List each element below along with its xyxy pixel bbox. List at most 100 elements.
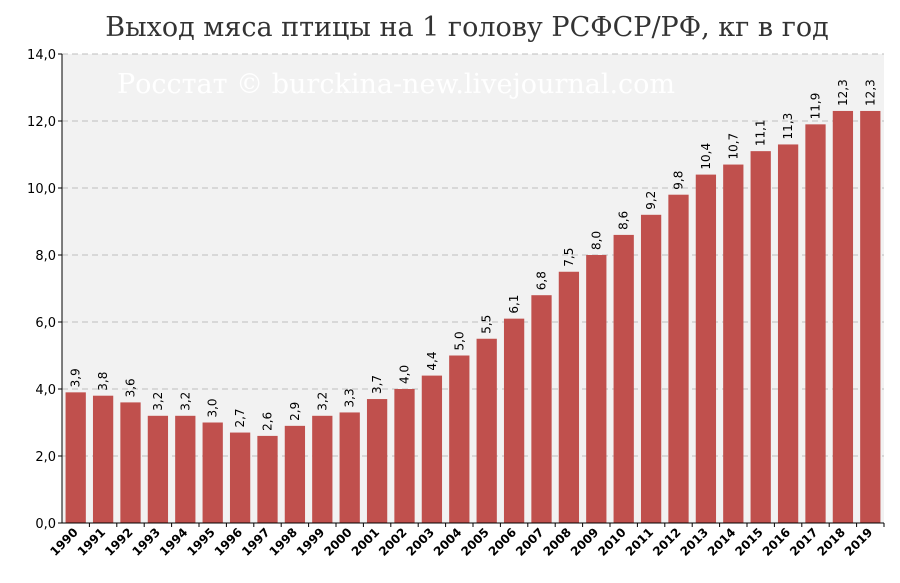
- data-label: 2,6: [261, 412, 275, 431]
- bar: [284, 425, 306, 523]
- bar: [805, 124, 826, 523]
- x-tick-label: 1999: [294, 525, 328, 559]
- bar: [503, 318, 525, 523]
- x-tick-label: 2003: [404, 525, 438, 559]
- grid-lines: [62, 53, 884, 457]
- bar: [92, 395, 114, 523]
- data-labels: 3,9 3,8 3,6 3,2 3,2 3,0 2,7 2,6 2,9 3,2 3,3 3,7 4,0 4…: [69, 79, 878, 431]
- plot-area: [62, 54, 884, 523]
- bar: [394, 389, 415, 523]
- x-tick-label: 2017: [787, 525, 821, 559]
- data-label: 4,4: [425, 352, 439, 371]
- y-tick-label: 8,0: [35, 249, 56, 264]
- data-label: 3,2: [178, 392, 192, 411]
- y-tick-labels: 0,0 2,0 4,0 6,0 8,0 10,0 12,0 14,0: [27, 48, 62, 532]
- x-tick-label: 2000: [321, 525, 355, 559]
- bar: [421, 375, 443, 523]
- x-tick-label: 2016: [760, 525, 794, 559]
- data-label: 11,9: [809, 93, 823, 120]
- data-label: 4,0: [398, 365, 412, 384]
- data-label: 11,1: [754, 119, 768, 146]
- bar: [120, 402, 141, 523]
- x-tick-label: 2001: [349, 525, 383, 559]
- y-tick-label: 6,0: [35, 316, 56, 331]
- bar: [476, 338, 497, 523]
- bar: [229, 432, 251, 523]
- bar: [312, 415, 333, 523]
- data-label: 3,6: [124, 378, 138, 397]
- data-label: 6,1: [507, 295, 521, 314]
- x-tick-label: 1996: [212, 525, 246, 559]
- x-tick-label: 2018: [815, 525, 849, 559]
- data-label: 3,2: [151, 392, 165, 411]
- x-tick-label: 1991: [75, 525, 109, 559]
- bar: [695, 174, 717, 523]
- x-tick-label: 2015: [732, 525, 766, 559]
- data-label: 2,7: [233, 408, 247, 427]
- bar: [668, 194, 689, 523]
- watermark: Росстат © burckina-new.livejournal.com: [117, 69, 675, 100]
- x-tick-label: 2006: [486, 525, 520, 559]
- data-label: 10,7: [726, 133, 740, 160]
- data-label: 3,7: [370, 375, 384, 394]
- data-label: 12,3: [863, 79, 877, 106]
- bar: [586, 255, 607, 523]
- data-label: 10,4: [699, 143, 713, 170]
- data-label: 9,2: [644, 191, 658, 210]
- data-label: 5,5: [480, 315, 494, 334]
- data-label: 8,0: [589, 231, 603, 250]
- data-label: 11,3: [781, 113, 795, 140]
- x-tick-label: 2011: [623, 525, 657, 559]
- data-label: 9,8: [672, 171, 686, 190]
- bar: [339, 412, 360, 523]
- x-tick-label: 2014: [705, 525, 739, 559]
- bar: [832, 110, 854, 523]
- bar: [366, 399, 388, 523]
- bar: [613, 234, 634, 523]
- y-tick-label: 0,0: [35, 517, 56, 532]
- y-tick-label: 10,0: [27, 182, 56, 197]
- bar: [860, 110, 881, 523]
- bar: [147, 415, 169, 523]
- bar: [202, 422, 223, 523]
- y-tick-label: 2,0: [35, 450, 56, 465]
- bar: [449, 355, 470, 523]
- data-label: 8,6: [617, 211, 631, 230]
- bar: [65, 392, 86, 523]
- x-tick-labels: 1990199119921993199419951996199719981999…: [47, 523, 885, 559]
- x-tick-label: 1997: [239, 525, 273, 559]
- x-tick-label: 1993: [130, 525, 164, 559]
- x-tick-label: 2010: [595, 525, 629, 559]
- data-label: 2,9: [288, 402, 302, 421]
- x-tick-label: 2004: [431, 525, 465, 559]
- x-tick-label: 2013: [678, 525, 712, 559]
- x-tick-label: 2005: [458, 525, 492, 559]
- data-label: 5,0: [452, 331, 466, 350]
- x-tick-label: 2002: [376, 525, 410, 559]
- bar: [257, 435, 278, 523]
- bar: [777, 144, 799, 523]
- data-label: 3,0: [206, 398, 220, 417]
- y-tick-label: 14,0: [27, 48, 56, 63]
- x-tick-label: 2007: [513, 525, 547, 559]
- data-label: 3,2: [315, 392, 329, 411]
- bar: [640, 214, 662, 524]
- data-label: 3,9: [69, 368, 83, 387]
- y-tick-label: 12,0: [27, 115, 56, 130]
- chart-title: Выход мяса птицы на 1 голову РСФСР/РФ, к…: [105, 12, 828, 43]
- x-tick-label: 2019: [842, 525, 876, 559]
- bar: [723, 164, 744, 524]
- x-tick-label: 1994: [157, 525, 191, 559]
- bar: [175, 415, 196, 523]
- data-label: 3,8: [96, 372, 110, 391]
- bars: [65, 110, 881, 524]
- y-tick-label: 4,0: [35, 383, 56, 398]
- x-tick-label: 1995: [184, 525, 218, 559]
- data-label: 6,8: [535, 271, 549, 290]
- x-tick-label: 2008: [541, 525, 575, 559]
- x-tick-label: 2012: [650, 525, 684, 559]
- data-label: 12,3: [836, 79, 850, 106]
- data-label: 3,3: [343, 388, 357, 407]
